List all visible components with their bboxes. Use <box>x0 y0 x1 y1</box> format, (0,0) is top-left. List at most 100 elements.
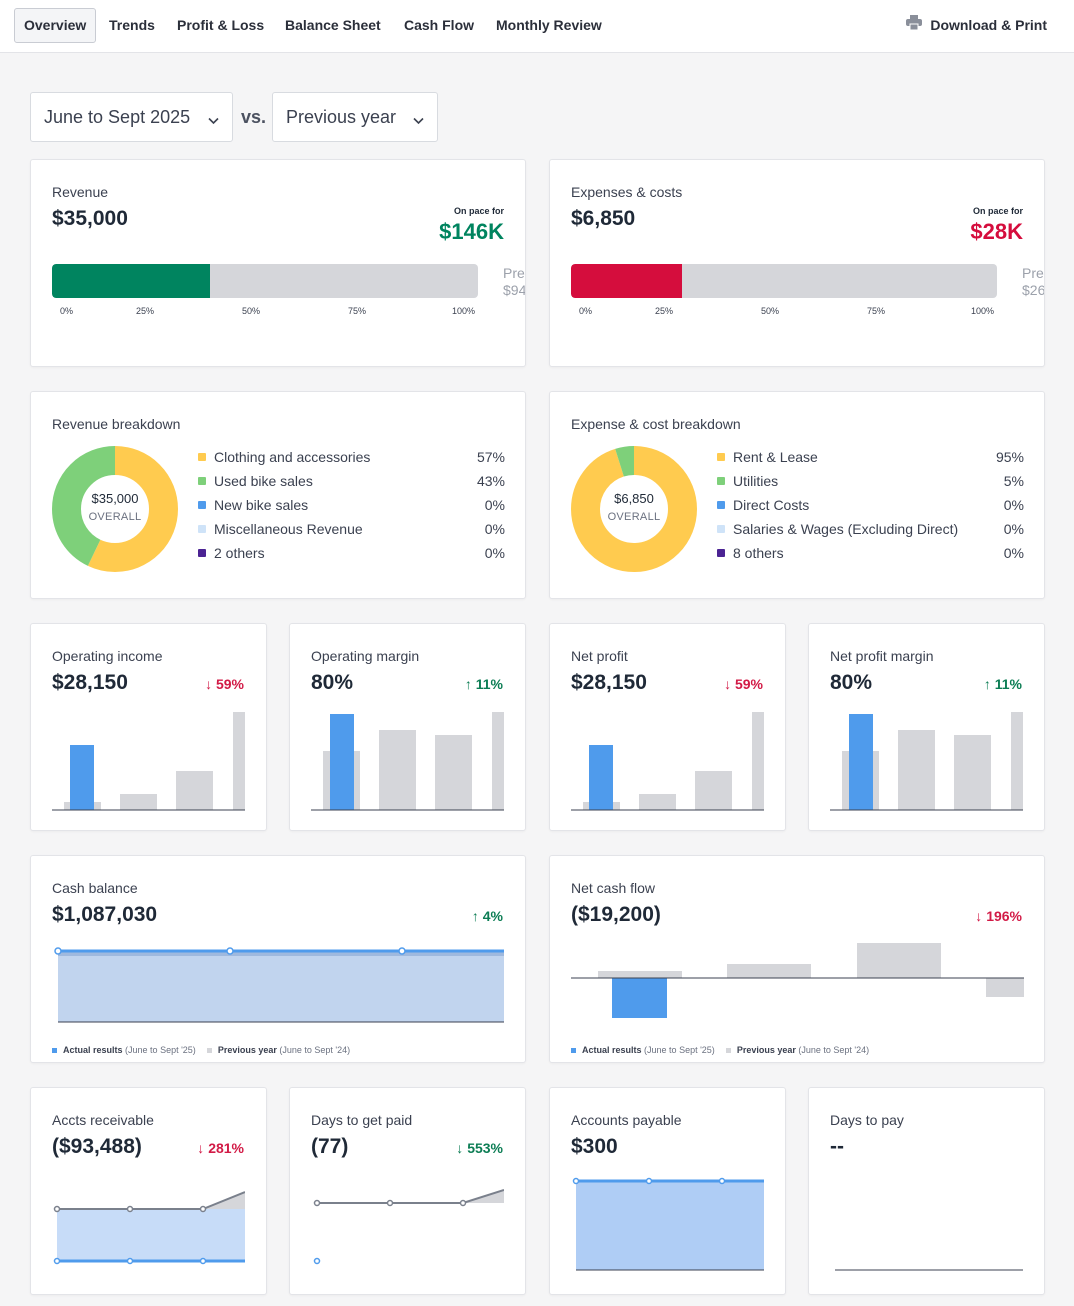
legend-item[interactable]: Rent & Lease 95% <box>717 447 1024 467</box>
card-title: Days to pay <box>830 1112 904 1128</box>
expenses-card: Expenses & costs $6,850 On pace for $28K… <box>549 159 1045 367</box>
card-value: $35,000 <box>52 207 128 230</box>
operating-income-card: Operating income $28,150 ↓ 59% <box>30 623 267 831</box>
delta-badge: ↓ 281% <box>197 1140 244 1156</box>
legend-item[interactable]: Salaries & Wages (Excluding Direct) 0% <box>717 519 1024 539</box>
arrow-up-icon: ↑ <box>983 676 991 692</box>
legend-item[interactable]: Clothing and accessories 57% <box>198 447 505 467</box>
delta-badge: ↓ 59% <box>724 676 763 692</box>
download-print-button[interactable]: Download & Print <box>906 8 1047 43</box>
legend-item[interactable]: New bike sales 0% <box>198 495 505 515</box>
legend-name: 8 others <box>733 545 784 561</box>
delta-badge: ↑ 11% <box>983 676 1022 692</box>
net-profit-margin-bar-chart <box>830 712 1023 811</box>
legend-swatch <box>717 549 725 557</box>
card-title: Operating margin <box>311 648 420 664</box>
donut-total: $35,000 <box>91 491 139 506</box>
card-title: Operating income <box>52 648 163 664</box>
legend-swatch <box>725 1047 731 1053</box>
net-profit-margin-card: Net profit margin 80% ↑ 11% <box>808 623 1045 831</box>
chart-legend: Actual results (June to Sept '25) Previo… <box>571 1045 869 1055</box>
expense-breakdown-card: Expense & cost breakdown $6,850 OVERALL … <box>549 391 1045 599</box>
operating-margin-card: Operating margin 80% ↑ 11% <box>289 623 526 831</box>
tick-label: 0% <box>60 306 74 316</box>
operating-margin-bar-chart <box>311 712 504 811</box>
legend-item[interactable]: 2 others 0% <box>198 543 505 563</box>
previous-year-label: Pre $94 <box>503 265 526 298</box>
card-title: Revenue breakdown <box>52 416 181 432</box>
card-value: $28,150 <box>571 671 647 694</box>
progress-bar <box>571 264 997 298</box>
cash-balance-card: Cash balance $1,087,030 ↑ 4% Actual resu… <box>30 855 526 1063</box>
legend-item[interactable]: Miscellaneous Revenue 0% <box>198 519 505 539</box>
legend-item[interactable]: Utilities 5% <box>717 471 1024 491</box>
legend-name: 2 others <box>214 545 265 561</box>
compare-select[interactable]: Previous year <box>272 92 438 142</box>
card-value: $28,150 <box>52 671 128 694</box>
legend-item[interactable]: Direct Costs 0% <box>717 495 1024 515</box>
tick-label: 0% <box>579 306 593 316</box>
card-value: 80% <box>311 671 354 694</box>
legend-name: Rent & Lease <box>733 449 818 465</box>
card-title: Accounts payable <box>571 1112 682 1128</box>
card-value: $1,087,030 <box>52 903 158 926</box>
legend-percent: 0% <box>484 545 505 561</box>
card-value: ($93,488) <box>52 1135 142 1158</box>
accounts-payable-area-chart <box>572 1177 764 1271</box>
legend-item[interactable]: Used bike sales 43% <box>198 471 505 491</box>
tick-label: 50% <box>242 306 261 316</box>
pace-value: $28K <box>970 219 1023 244</box>
progress-bar <box>52 264 478 298</box>
days-to-get-paid-line-chart <box>313 1189 504 1265</box>
legend-swatch <box>198 477 206 485</box>
tab-balance-sheet[interactable]: Balance Sheet <box>285 17 381 33</box>
card-value: $6,850 <box>571 207 636 230</box>
tab-overview[interactable]: Overview <box>14 8 97 43</box>
legend-percent: 0% <box>1003 497 1024 513</box>
tab-monthly-review[interactable]: Monthly Review <box>496 17 602 33</box>
progress-fill <box>571 264 682 298</box>
arrow-down-icon: ↓ <box>975 908 983 924</box>
donut-slice[interactable] <box>571 446 697 572</box>
legend-swatch <box>198 549 206 557</box>
donut-slice[interactable] <box>571 446 697 572</box>
tab-profit-loss[interactable]: Profit & Loss <box>177 17 265 33</box>
legend-item[interactable]: 8 others 0% <box>717 543 1024 563</box>
revenue-card: Revenue $35,000 On pace for $146K 0% 25%… <box>30 159 526 367</box>
tick-label: 25% <box>655 306 674 316</box>
pace-label: On pace for <box>972 206 1023 216</box>
legend-percent: 95% <box>995 449 1024 465</box>
days-to-get-paid-card: Days to get paid (77) ↓ 553% <box>289 1087 526 1295</box>
legend-swatch <box>52 1047 57 1053</box>
legend-percent: 57% <box>476 449 505 465</box>
revenue-breakdown-card: Revenue breakdown $35,000 OVERALL Clothi… <box>30 391 526 599</box>
tab-cash-flow[interactable]: Cash Flow <box>404 17 475 33</box>
cash-balance-area-chart <box>54 947 504 1023</box>
accts-receivable-card: Accts receivable ($93,488) ↓ 281% <box>30 1087 267 1295</box>
period-select[interactable]: June to Sept 2025 <box>30 92 233 142</box>
donut-total-label: OVERALL <box>607 511 661 523</box>
legend-name: Used bike sales <box>214 473 313 489</box>
legend-percent: 0% <box>1003 521 1024 537</box>
legend-name: Direct Costs <box>733 497 810 513</box>
card-title: Net profit margin <box>830 648 934 664</box>
operating-income-bar-chart <box>52 712 245 811</box>
legend-percent: 0% <box>484 497 505 513</box>
legend-name: Utilities <box>733 473 779 489</box>
tick-label: 100% <box>971 306 995 316</box>
delta-badge: ↑ 4% <box>471 908 503 924</box>
tick-label: 75% <box>348 306 367 316</box>
tick-label: 100% <box>452 306 476 316</box>
vs-label: vs. <box>241 107 267 127</box>
tab-trends[interactable]: Trends <box>109 17 155 33</box>
legend-swatch <box>717 501 725 509</box>
net-profit-card: Net profit $28,150 ↓ 59% <box>549 623 786 831</box>
donut-slice[interactable] <box>52 446 178 572</box>
legend-swatch <box>717 477 725 485</box>
chevron-down-icon <box>208 110 219 131</box>
legend-swatch <box>198 525 206 533</box>
legend-name: Clothing and accessories <box>214 449 371 465</box>
arrow-up-icon: ↓ <box>456 1140 464 1156</box>
card-value: ($19,200) <box>571 903 661 926</box>
legend-name: Salaries & Wages (Excluding Direct) <box>733 521 959 537</box>
